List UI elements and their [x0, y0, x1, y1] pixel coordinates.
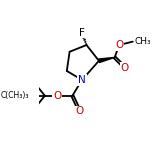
Text: C(CH₃)₃: C(CH₃)₃	[1, 91, 30, 100]
Text: O: O	[53, 91, 61, 101]
Text: N: N	[78, 75, 86, 85]
Text: O: O	[115, 40, 123, 50]
Text: F: F	[79, 28, 85, 38]
Text: O: O	[121, 63, 129, 73]
Text: O: O	[76, 107, 84, 116]
Polygon shape	[98, 57, 115, 63]
Text: CH₃: CH₃	[135, 37, 152, 46]
